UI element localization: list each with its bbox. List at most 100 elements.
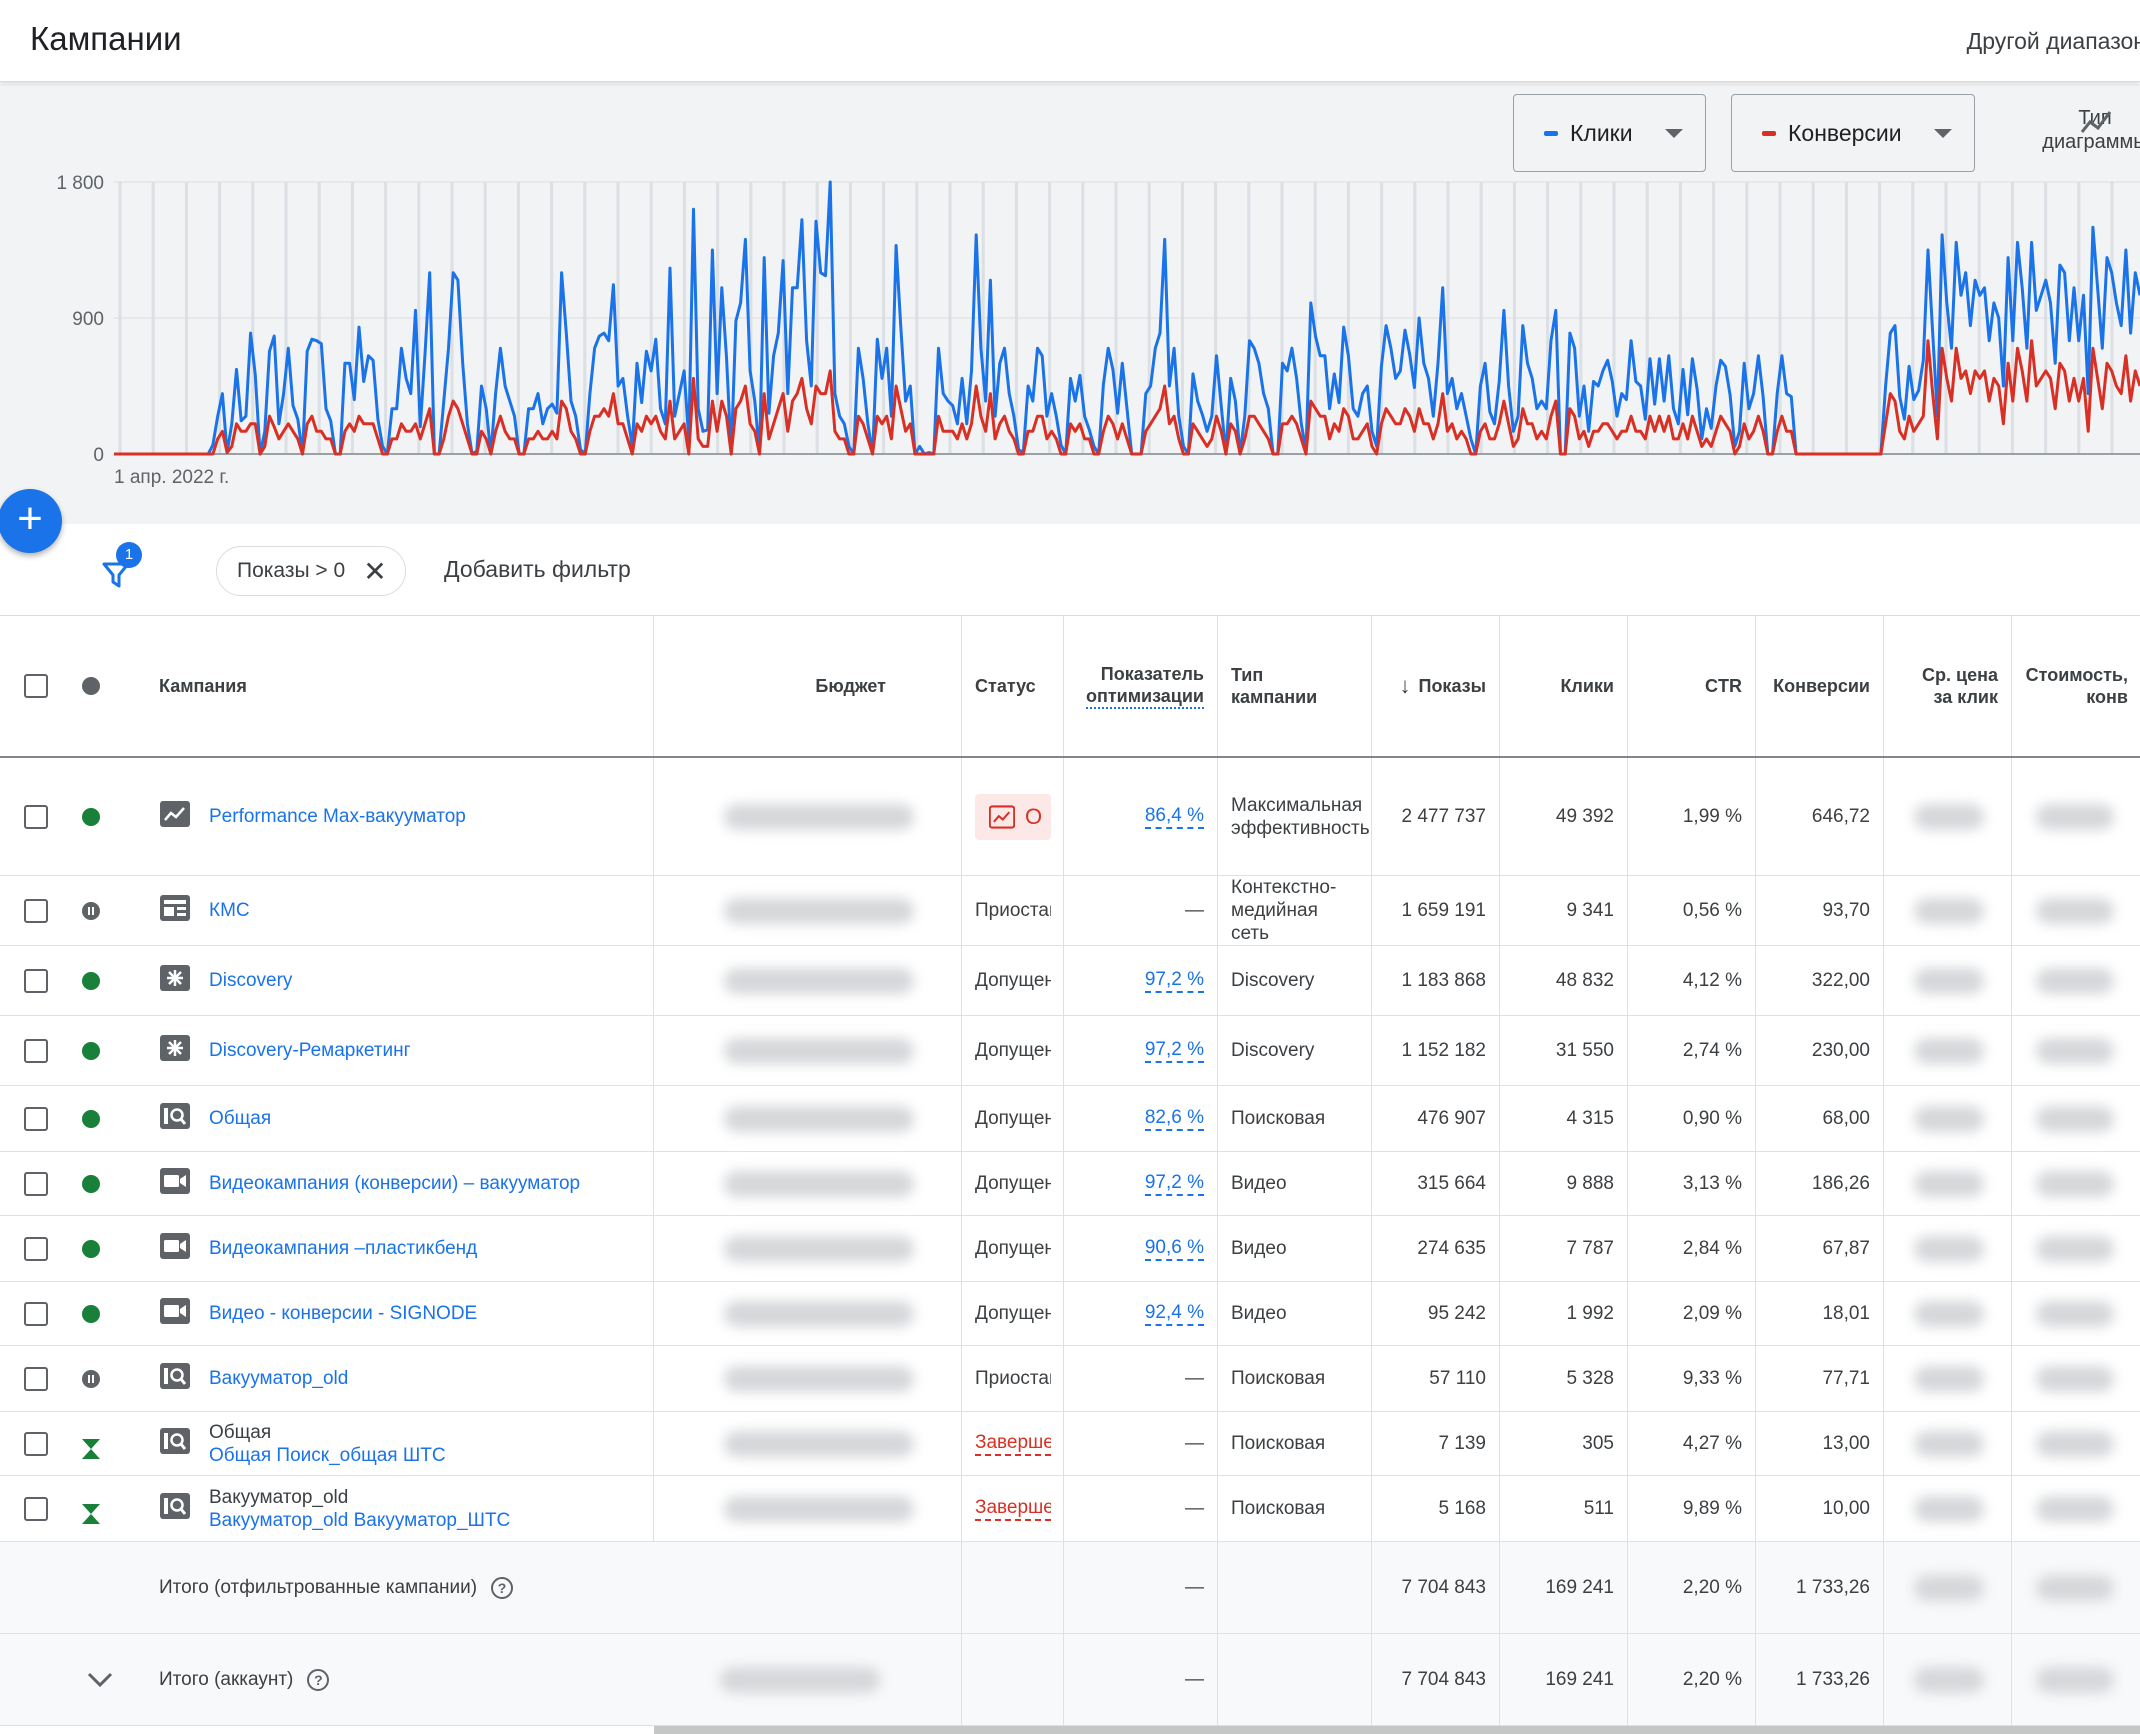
table-row[interactable]: Discovery-Ремаркетинг Допущена 97,2 % Di…: [0, 1016, 2140, 1086]
row-checkbox[interactable]: [24, 968, 48, 993]
ctr-value: 9,89 %: [1682, 1497, 1742, 1519]
cost-per-conv-redacted: [2036, 1495, 2114, 1522]
status-enabled-icon: [82, 1041, 100, 1060]
column-divider: [1627, 1216, 1628, 1281]
header-budget[interactable]: Бюджет: [815, 676, 886, 696]
optimization-score-link[interactable]: 97,2 %: [1144, 1039, 1204, 1063]
date-range-selector[interactable]: Другой диапазон: [1966, 28, 2140, 54]
header-avg-cpc[interactable]: Ср. цена за клик: [1884, 616, 1998, 756]
row-checkbox[interactable]: [24, 1301, 48, 1326]
campaign-name-link[interactable]: Discovery-Ремаркетинг: [209, 1039, 411, 1061]
row-checkbox[interactable]: [24, 1496, 48, 1521]
column-divider: [2011, 1476, 2012, 1541]
row-checkbox[interactable]: [24, 1431, 48, 1456]
header-ctr[interactable]: CTR: [1705, 676, 1742, 696]
column-divider: [961, 1346, 962, 1411]
header-campaign[interactable]: Кампания: [159, 676, 247, 696]
campaign-name-link[interactable]: Discovery: [209, 969, 293, 991]
header-status[interactable]: Статус: [975, 676, 1036, 696]
ctr-value: 9,33 %: [1682, 1367, 1742, 1389]
table-row[interactable]: Видеокампания –пластикбенд Допущена 90,6…: [0, 1216, 2140, 1282]
status-text[interactable]: Завершена: [975, 1432, 1051, 1456]
table-row[interactable]: Общая Допущена 82,6 % Поисковая 476 907 …: [0, 1086, 2140, 1152]
campaign-name-link[interactable]: Видео - конверсии - SIGNODE: [209, 1302, 478, 1324]
header-campaign-type[interactable]: Тип кампании: [1231, 616, 1317, 756]
table-row[interactable]: Вакууматор_old Приостан — Поисковая 57 1…: [0, 1346, 2140, 1412]
column-divider: [961, 1282, 962, 1345]
chart-type-button[interactable]: Тип диаграммы: [2040, 106, 2140, 154]
row-checkbox[interactable]: [24, 1171, 48, 1196]
create-button[interactable]: +: [0, 489, 62, 553]
campaign-name-link[interactable]: Общая: [209, 1107, 272, 1129]
column-divider: [961, 1476, 962, 1541]
column-divider: [1371, 1282, 1372, 1345]
optimization-score-link[interactable]: 86,4 %: [1144, 805, 1204, 829]
column-divider: [1217, 1086, 1218, 1151]
metric-selector-conversions[interactable]: Конверсии: [1731, 94, 1975, 172]
campaign-name-link[interactable]: Performance Max-вакууматор: [209, 805, 466, 827]
row-checkbox[interactable]: [24, 1366, 48, 1391]
campaign-name-link[interactable]: Вакууматор_old: [209, 1367, 349, 1389]
header-cost-per-conversion[interactable]: Стоимость, конв: [2012, 616, 2128, 756]
status-chip[interactable]: О: [975, 793, 1051, 840]
row-checkbox[interactable]: [24, 898, 48, 923]
row-checkbox[interactable]: [24, 1106, 48, 1131]
table-row[interactable]: Performance Max-вакууматор О 86,4 % Макс…: [0, 758, 2140, 876]
remove-filter-icon[interactable]: ✕: [363, 555, 387, 587]
header-label: конв: [2086, 687, 2128, 707]
optimization-score-link[interactable]: 92,4 %: [1144, 1302, 1204, 1326]
table-row[interactable]: Видео - конверсии - SIGNODE Допущена 92,…: [0, 1282, 2140, 1346]
optimization-score-link[interactable]: 90,6 %: [1144, 1237, 1204, 1261]
budget-redacted: [724, 1235, 914, 1262]
row-checkbox[interactable]: [24, 1038, 48, 1063]
optimization-score-link[interactable]: 97,2 %: [1144, 969, 1204, 993]
row-checkbox[interactable]: [24, 1236, 48, 1261]
add-filter-button[interactable]: Добавить фильтр: [444, 556, 631, 582]
table-row[interactable]: Discovery Допущена 97,2 % Discovery 1 18…: [0, 946, 2140, 1016]
header-optimization-score[interactable]: Показатель оптимизации: [1064, 616, 1204, 756]
avg-cpc-redacted: [1914, 1235, 1984, 1262]
table-row[interactable]: Вакууматор_old Вакууматор_old Вакууматор_…: [0, 1476, 2140, 1542]
campaign-name-link[interactable]: Видеокампания (конверсии) – вакууматор: [209, 1172, 581, 1194]
impressions-value: 7 139: [1438, 1432, 1486, 1454]
optimization-score-link[interactable]: 97,2 %: [1144, 1172, 1204, 1196]
optimization-score-link[interactable]: 82,6 %: [1144, 1107, 1204, 1131]
filter-chip[interactable]: Показы > 0 ✕: [216, 546, 406, 596]
column-divider: [653, 616, 654, 756]
help-icon[interactable]: ?: [307, 1668, 330, 1691]
chevron-down-icon[interactable]: [86, 1671, 114, 1689]
status-text[interactable]: Завершена: [975, 1497, 1051, 1521]
column-divider: [653, 1282, 654, 1345]
avg-cpc-redacted: [1914, 1300, 1984, 1327]
campaign-name-link[interactable]: Видеокампания –пластикбенд: [209, 1237, 478, 1259]
select-all-checkbox[interactable]: [24, 674, 48, 698]
budget-redacted: [720, 1666, 880, 1693]
campaign-group: Вакууматор_old: [209, 1486, 349, 1508]
impressions-value: 315 664: [1417, 1172, 1486, 1194]
campaign-type-icon-cell: [159, 758, 191, 875]
column-divider: [1627, 758, 1628, 875]
header-clicks[interactable]: Клики: [1560, 676, 1614, 696]
column-divider: [1217, 758, 1218, 875]
column-divider: [1627, 1016, 1628, 1085]
search-icon: [159, 1492, 191, 1526]
status-text: Допущена: [975, 1039, 1051, 1061]
header-conversions[interactable]: Конверсии: [1773, 676, 1870, 696]
column-divider: [1217, 1016, 1218, 1085]
table-row[interactable]: Видеокампания (конверсии) – вакууматор Д…: [0, 1152, 2140, 1216]
cost-per-conv-redacted: [2036, 967, 2114, 994]
header-impressions[interactable]: ↓ Показы: [1372, 616, 1487, 756]
campaign-type: Максимальная: [1231, 794, 1363, 816]
horizontal-scrollbar[interactable]: [654, 1726, 2140, 1734]
column-divider: [653, 758, 654, 875]
campaign-type-icon-cell: [159, 1152, 191, 1215]
campaign-name-link[interactable]: Общая Поиск_общая ШТС: [209, 1444, 446, 1466]
help-icon[interactable]: ?: [491, 1576, 514, 1599]
campaign-name-link[interactable]: Вакууматор_old Вакууматор_ШТС: [209, 1509, 511, 1531]
campaign-name-link[interactable]: КМС: [209, 899, 250, 921]
metric-selector-clicks[interactable]: Клики: [1513, 94, 1706, 172]
row-checkbox[interactable]: [24, 804, 48, 829]
ctr-value: 0,56 %: [1682, 899, 1742, 921]
